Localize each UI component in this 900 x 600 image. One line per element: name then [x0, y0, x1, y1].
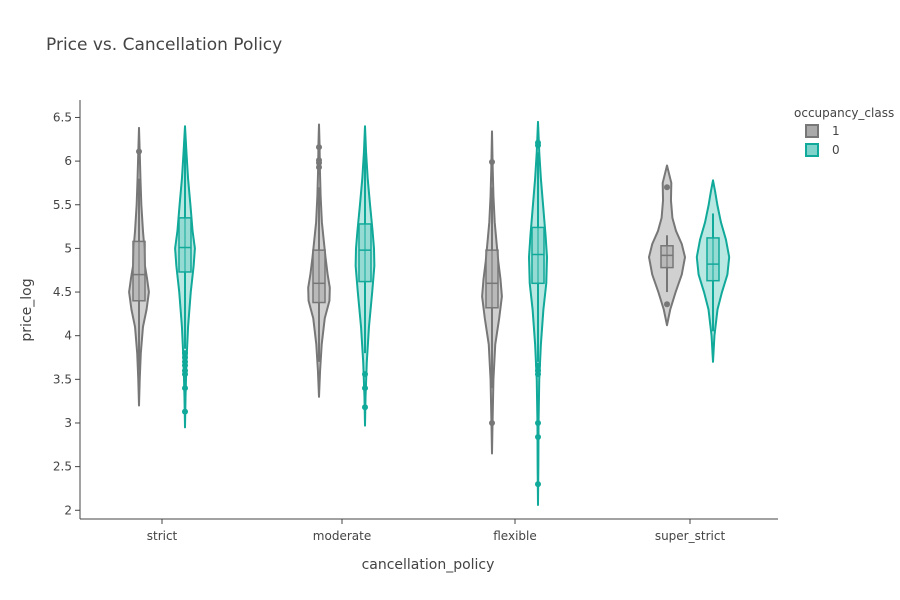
x-axis-title: cancellation_policy: [362, 557, 495, 573]
violin-moderate-series-1: [307, 123, 331, 398]
y-axis-ticks: 2 2.5 3 3.5 4 4.5 5 5.5 6 6.5: [53, 110, 80, 517]
outlier-point: [362, 371, 368, 378]
legend-item-1: 1: [805, 124, 840, 138]
legend-swatch: [805, 124, 819, 138]
outlier-point: [362, 404, 368, 411]
violin-flexible-series-0: [528, 120, 548, 507]
y-axis-title: price_log: [19, 278, 35, 341]
violin-box: [132, 240, 146, 302]
outlier-point: [182, 354, 188, 361]
violin-strict-series-1: [128, 126, 150, 407]
violin-super_strict-series-1: [648, 164, 686, 327]
outlier-point: [535, 419, 541, 426]
x-tick-label: moderate: [313, 529, 371, 543]
plot-area: [128, 120, 731, 507]
violin-box: [660, 245, 674, 269]
x-axis-ticks: strict moderate flexible super_strict: [147, 519, 726, 543]
x-tick-label: flexible: [493, 529, 537, 543]
legend-label: 0: [832, 143, 840, 157]
y-tick-label: 3.5: [53, 372, 72, 386]
violin-box: [178, 217, 192, 273]
violin-box: [358, 223, 372, 283]
outlier-point: [535, 433, 541, 440]
violin-box: [531, 226, 545, 285]
legend-title: occupancy_class: [794, 106, 894, 120]
outlier-point: [535, 367, 541, 374]
legend-item-0: 0: [805, 143, 840, 157]
outlier-point: [182, 385, 188, 392]
violin-super_strict-series-0: [695, 179, 731, 363]
y-tick-label: 3: [64, 416, 72, 430]
outlier-point: [535, 139, 541, 146]
outlier-point: [182, 408, 188, 415]
outlier-point: [182, 350, 188, 357]
outlier-point: [182, 358, 188, 365]
violin-flexible-series-1: [481, 130, 503, 455]
violin-moderate-series-0: [354, 125, 376, 427]
outlier-point: [316, 157, 322, 164]
violin-strict-series-0: [174, 125, 196, 429]
violin-box: [706, 237, 720, 282]
y-tick-label: 6: [64, 154, 72, 168]
y-tick-label: 2: [64, 503, 72, 517]
legend-label: 1: [832, 124, 840, 138]
outlier-point: [362, 385, 368, 392]
y-tick-label: 6.5: [53, 110, 72, 124]
y-tick-label: 5: [64, 241, 72, 255]
outlier-point: [489, 419, 495, 426]
y-tick-label: 5.5: [53, 198, 72, 212]
legend: occupancy_class 1 0: [794, 106, 894, 157]
outlier-point: [182, 367, 188, 374]
outlier-point: [316, 164, 322, 171]
outlier-point: [664, 184, 670, 191]
x-tick-label: super_strict: [655, 529, 726, 543]
outlier-point: [489, 158, 495, 165]
y-tick-label: 2.5: [53, 460, 72, 474]
outlier-point: [664, 301, 670, 308]
legend-swatch: [805, 143, 819, 157]
chart-title: Price vs. Cancellation Policy: [46, 35, 282, 55]
outlier-point: [136, 148, 142, 155]
y-tick-label: 4.5: [53, 285, 72, 299]
x-tick-label: strict: [147, 529, 178, 543]
outlier-point: [535, 362, 541, 369]
outlier-point: [535, 481, 541, 488]
violin-box: [312, 249, 326, 304]
y-tick-label: 4: [64, 329, 72, 343]
outlier-point: [316, 144, 322, 151]
violin-box: [485, 249, 499, 309]
